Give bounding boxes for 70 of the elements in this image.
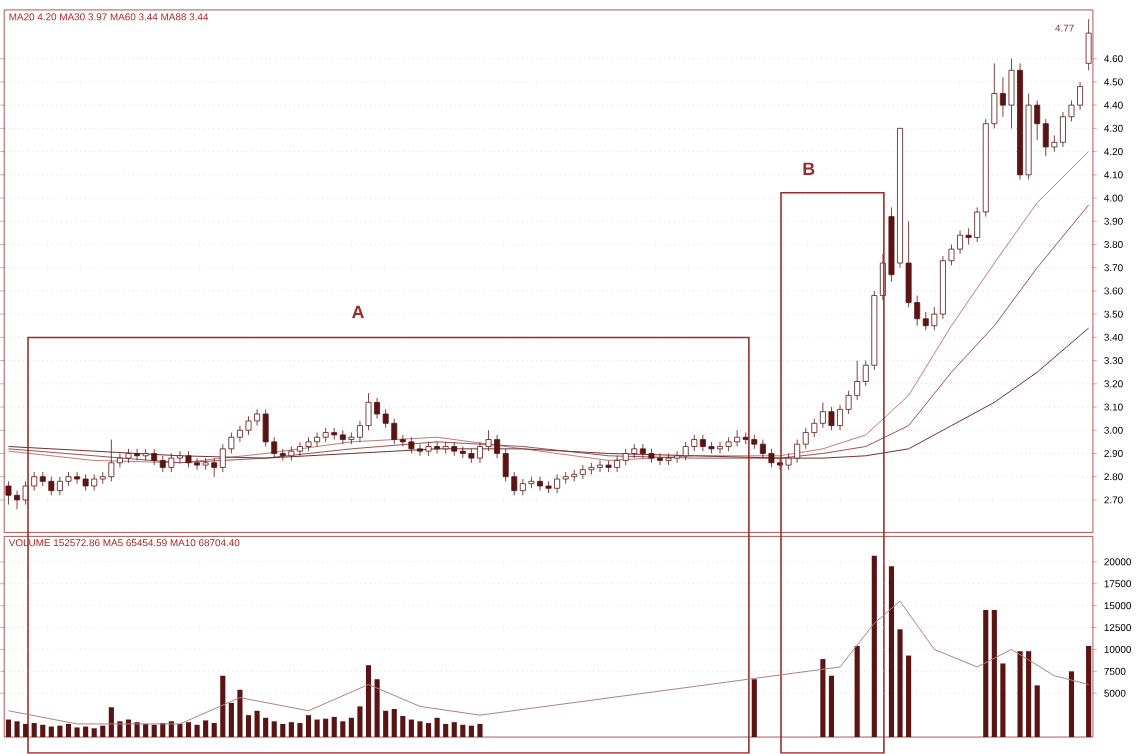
bar (57, 725, 63, 738)
bar (751, 679, 757, 738)
bar (305, 715, 312, 738)
bar (177, 724, 183, 738)
candlestick (1085, 18, 1092, 71)
bar (820, 659, 826, 738)
bar (194, 724, 200, 738)
candlestick (31, 471, 38, 492)
bar (1034, 685, 1040, 738)
bar (400, 716, 406, 738)
bar (365, 665, 372, 738)
candlestick (768, 448, 775, 468)
bar (5, 719, 12, 738)
bar (14, 721, 20, 738)
candlestick (262, 409, 269, 448)
annotation: B (803, 162, 815, 176)
bar (108, 707, 114, 738)
bar (991, 610, 997, 738)
bar (185, 722, 192, 738)
candlestick (811, 418, 818, 438)
bar (100, 725, 106, 738)
bar (40, 724, 46, 738)
bar (391, 709, 397, 738)
bar (48, 726, 54, 738)
line-series (7, 204, 1090, 464)
bar (417, 721, 423, 738)
candlestick (48, 476, 55, 496)
candlestick (245, 416, 252, 436)
bar (374, 679, 380, 738)
bar (983, 610, 989, 738)
bar (323, 718, 329, 738)
annotation: A (352, 305, 364, 319)
candlestick (828, 406, 835, 431)
bar (1086, 646, 1092, 738)
bar (871, 555, 877, 738)
line-series (7, 327, 1090, 459)
bar (74, 727, 80, 738)
bar (91, 728, 97, 738)
candlestick (365, 392, 372, 431)
bar (31, 723, 37, 738)
bar (451, 722, 457, 738)
bar (271, 721, 277, 738)
bar (425, 723, 432, 738)
bar (203, 720, 209, 738)
bar (151, 724, 157, 738)
bar (220, 675, 226, 738)
bar (477, 724, 483, 738)
candlestick (5, 481, 12, 506)
bar (828, 675, 835, 738)
bar (314, 719, 320, 738)
bar (1017, 651, 1023, 738)
bar (443, 724, 449, 738)
bar (854, 646, 860, 738)
bar (297, 723, 303, 738)
line-series (7, 151, 1090, 464)
bar (434, 717, 440, 738)
bar (263, 717, 269, 738)
candlestick (168, 453, 175, 473)
candlestick (108, 439, 115, 482)
bar (254, 710, 260, 738)
candlestick (485, 429, 492, 452)
line-series (7, 600, 1090, 725)
bar (888, 566, 895, 738)
bar (280, 724, 286, 738)
bar (331, 717, 337, 738)
bar (65, 724, 72, 738)
bar (1068, 671, 1075, 738)
bar (340, 721, 346, 738)
bar (237, 689, 243, 738)
bar (460, 724, 466, 738)
